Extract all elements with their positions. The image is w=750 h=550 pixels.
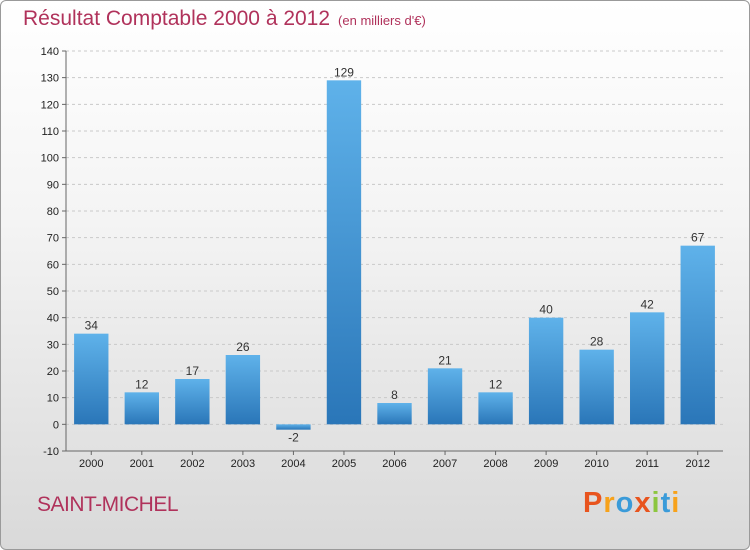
x-tick-label: 2010 <box>584 458 608 470</box>
bar <box>427 368 463 425</box>
y-tick-label: -10 <box>43 446 59 458</box>
x-tick-label: 2011 <box>635 458 659 470</box>
bar <box>377 403 412 425</box>
bar <box>74 333 109 425</box>
y-tick-label: 70 <box>47 233 59 245</box>
data-label: -2 <box>288 431 299 445</box>
logo-letter: t <box>660 487 672 519</box>
data-label: 12 <box>489 377 503 391</box>
y-tick-label: 0 <box>53 419 59 431</box>
x-tick-label: 2005 <box>332 458 356 470</box>
bar <box>528 317 564 425</box>
bar <box>579 349 614 425</box>
y-tick-label: 100 <box>41 153 59 165</box>
bar <box>175 379 210 425</box>
bar <box>225 355 261 425</box>
data-label: 26 <box>236 340 250 354</box>
y-tick-label: 140 <box>41 46 59 58</box>
y-tick-label: 130 <box>41 73 59 85</box>
data-label: 129 <box>334 65 354 79</box>
data-label: 28 <box>590 335 604 349</box>
x-tick-label: 2000 <box>79 458 103 470</box>
x-tick-label: 2006 <box>382 458 406 470</box>
data-label: 12 <box>135 377 149 391</box>
y-tick-label: 40 <box>47 313 59 325</box>
bar <box>478 392 513 425</box>
data-label: 34 <box>85 319 99 333</box>
data-label: 40 <box>539 303 553 317</box>
logo-letter: P <box>583 487 604 519</box>
logo-letter: x <box>634 487 652 519</box>
y-tick-label: 30 <box>47 339 59 351</box>
x-tick-label: 2002 <box>180 458 204 470</box>
chart-title: Résultat Comptable 2000 à 2012 (en millie… <box>23 7 426 30</box>
bar <box>630 312 665 425</box>
data-label: 17 <box>186 364 200 378</box>
y-tick-label: 20 <box>47 366 59 378</box>
y-tick-label: 80 <box>47 206 59 218</box>
data-label: 67 <box>691 231 705 245</box>
bar <box>326 80 362 425</box>
logo-letter: r <box>603 487 616 519</box>
bar <box>680 245 715 425</box>
logo-letter: i <box>671 487 681 519</box>
x-tick-label: 2001 <box>130 458 154 470</box>
y-tick-label: 10 <box>47 393 59 405</box>
x-tick-label: 2004 <box>281 458 305 470</box>
data-label: 42 <box>641 297 655 311</box>
data-label: 21 <box>438 353 452 367</box>
y-tick-label: 50 <box>47 286 59 298</box>
x-tick-label: 2007 <box>433 458 457 470</box>
y-tick-label: 60 <box>47 259 59 271</box>
x-tick-label: 2009 <box>534 458 558 470</box>
bar <box>124 392 159 425</box>
logo-letter: o <box>615 487 635 519</box>
x-tick-label: 2008 <box>483 458 507 470</box>
y-tick-label: 120 <box>41 99 59 111</box>
y-tick-label: 110 <box>41 126 59 138</box>
x-tick-label: 2012 <box>685 458 709 470</box>
data-label: 8 <box>391 388 398 402</box>
commune-name: SAINT-MICHEL <box>37 493 179 516</box>
bar <box>276 424 311 430</box>
y-tick-label: 90 <box>47 179 59 191</box>
chart-subtitle: (en milliers d'€) <box>338 13 426 28</box>
proxiti-logo: Proxiti <box>583 487 680 520</box>
logo-letter: i <box>651 487 661 519</box>
x-tick-label: 2003 <box>231 458 255 470</box>
